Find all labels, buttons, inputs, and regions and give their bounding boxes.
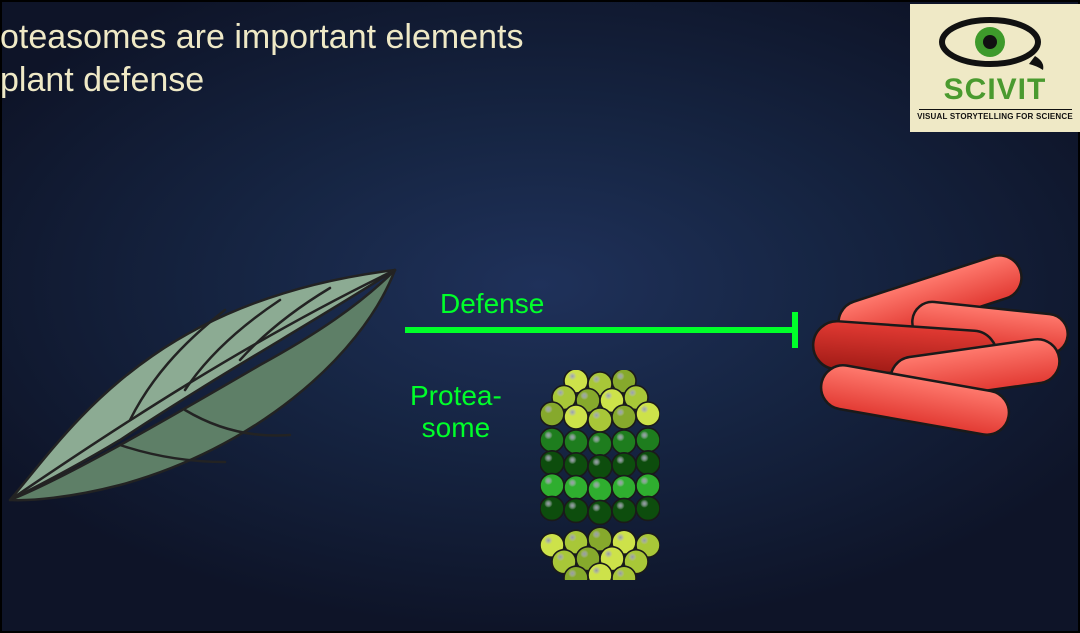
proteasome-icon <box>540 370 660 580</box>
proteasome-label: Protea- some <box>410 380 502 444</box>
bacteria-icon <box>810 250 1070 450</box>
defense-label: Defense <box>440 288 544 320</box>
